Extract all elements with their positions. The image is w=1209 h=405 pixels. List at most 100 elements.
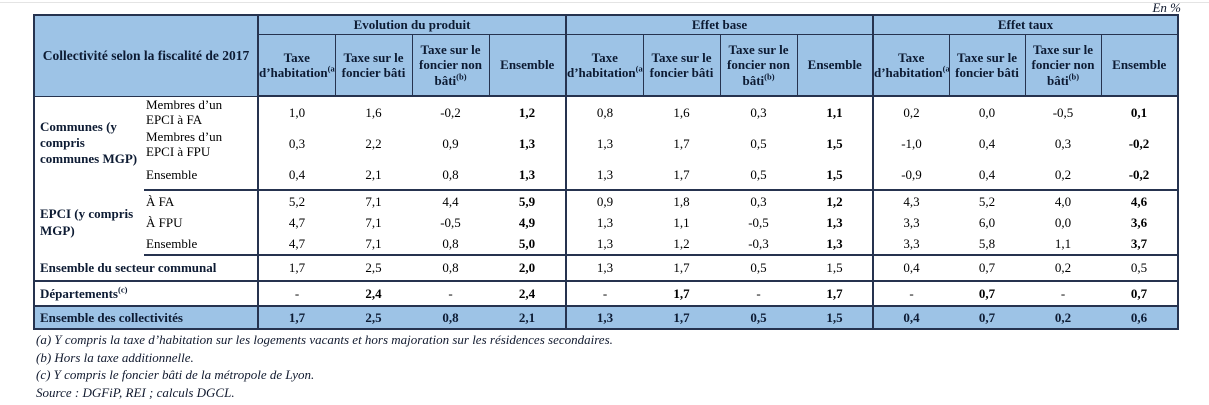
- data-cell: -0,9: [872, 160, 949, 191]
- data-cell: 1,7: [673, 136, 690, 151]
- data-cell: 1,3: [565, 234, 643, 256]
- table-row-epci-ensemble: Ensemble 4,7 7,1 0,8 5,0 1,3 1,2 -0,3 1,…: [34, 234, 1178, 256]
- row-label: À FA: [144, 190, 259, 212]
- col-header-taxe-habitation: Taxe d’habitation(a): [565, 34, 644, 97]
- data-cell: 1,3: [797, 234, 873, 256]
- data-cell: 2,4: [489, 281, 566, 307]
- data-cell: 4,7: [257, 234, 335, 256]
- table-row-communes-epci-fa: Communes (y compris communes MGP) Membre…: [34, 96, 1178, 166]
- col-header-foncier-non-bati: Taxe sur le foncier non bâti(b): [411, 34, 490, 97]
- page-top-divider: [0, 2, 1209, 3]
- data-cell: 1,3: [565, 306, 643, 329]
- data-cell: 4,6: [1130, 193, 1148, 209]
- row-label-departements: Départements(c): [34, 281, 259, 307]
- data-cell: 0,0: [1054, 215, 1072, 230]
- data-cell: 1,3: [565, 255, 643, 282]
- group-header-effet-taux: Effet taux: [872, 14, 1179, 35]
- source-line: Source : DGFiP, REI ; calculs DGCL.: [36, 384, 235, 400]
- data-cell: 1,2: [826, 193, 843, 209]
- data-cell: 2,1: [335, 160, 412, 191]
- data-cell: 2,5: [335, 306, 412, 329]
- corner-header: Collectivité selon la fiscalité de 2017: [33, 14, 259, 97]
- group-header-evolution-produit: Evolution du produit: [257, 14, 567, 35]
- data-cell: 3,3: [872, 212, 949, 234]
- footnote-b: (b) Hors la taxe additionnelle.: [36, 349, 194, 365]
- data-cell: 0,4: [978, 136, 996, 151]
- data-cell: 1,3: [518, 136, 536, 151]
- data-cell: 1,7: [257, 306, 335, 329]
- data-cell: -0,5: [1052, 104, 1074, 120]
- sub-header-row: Taxe d’habitation(a) Taxe sur le foncier…: [34, 34, 1179, 97]
- col-header-foncier-bati: Taxe sur le foncier bâti: [948, 34, 1026, 97]
- table-row-communes-epci-fpu: Membres d’un EPCI à FPU 0,3 2,2 0,9 1,3 …: [34, 128, 1178, 160]
- data-cell: 0,8: [412, 160, 489, 191]
- data-cell: 2,1: [489, 306, 566, 329]
- col-header-foncier-bati: Taxe sur le foncier bâti: [642, 34, 721, 97]
- data-cell: -0,2: [1128, 136, 1150, 151]
- data-cell: 0,5: [720, 160, 797, 191]
- footnote-c: (c) Y compris le foncier bâti de la métr…: [36, 367, 315, 382]
- data-cell: 0,3: [1054, 136, 1072, 151]
- data-cell: 4,3: [872, 190, 949, 212]
- data-cell: 1,8: [673, 193, 690, 209]
- data-cell: 1,5: [797, 306, 873, 329]
- footnotes: (a) Y compris la taxe d’habitation sur l…: [36, 331, 613, 401]
- data-cell: 5,0: [489, 234, 566, 256]
- data-cell: 1,3: [565, 212, 643, 234]
- group-header-effet-base: Effet base: [565, 14, 874, 35]
- data-cell: 0,4: [949, 160, 1025, 191]
- data-cell: 1,7: [257, 255, 335, 282]
- data-cell: 0,5: [750, 136, 767, 151]
- data-cell: 3,6: [1130, 215, 1148, 230]
- data-cell: 0,4: [872, 255, 949, 282]
- row-label: Ensemble: [144, 160, 259, 191]
- data-cell: 0,2: [1025, 306, 1101, 329]
- data-cell: 4,9: [518, 215, 536, 230]
- data-cell: -0,5: [440, 215, 461, 230]
- data-cell: 0,1: [1130, 104, 1148, 120]
- data-cell: 2,4: [335, 281, 412, 307]
- col-header-foncier-non-bati: Taxe sur le foncier non bâti(b): [719, 34, 798, 97]
- data-cell: 3,3: [872, 234, 949, 256]
- data-cell: 0,7: [1101, 281, 1178, 307]
- col-header-taxe-habitation: Taxe d’habitation(a): [872, 34, 950, 97]
- col-header-foncier-non-bati: Taxe sur le foncier non bâti(b): [1024, 34, 1102, 97]
- data-cell: -: [565, 281, 643, 307]
- data-cell: 0,4: [872, 306, 949, 329]
- col-header-taxe-habitation: Taxe d’habitation(a): [257, 34, 336, 97]
- row-label: Membres d’un EPCI à FA: [144, 96, 259, 128]
- data-cell: 4,4: [442, 193, 459, 209]
- data-cell: 1,7: [797, 281, 873, 307]
- group-header-row: Collectivité selon la fiscalité de 2017 …: [33, 14, 1179, 97]
- table-row-communes-ensemble: Ensemble 0,4 2,1 0,8 1,3 1,3 1,7 0,5 1,5…: [34, 160, 1178, 191]
- data-cell: 6,0: [978, 215, 996, 230]
- data-cell: 5,9: [518, 193, 536, 209]
- data-cell: 1,5: [797, 255, 873, 282]
- data-cell: 0,4: [257, 160, 335, 191]
- data-cell: -0,2: [1101, 160, 1178, 191]
- data-cell: 1,2: [518, 104, 536, 120]
- data-cell: 0,2: [1025, 160, 1101, 191]
- data-cell: 1,7: [643, 160, 720, 191]
- data-cell: 1,1: [826, 104, 843, 120]
- data-cell: 1,3: [565, 160, 643, 191]
- data-cell: 0,5: [1101, 255, 1178, 282]
- data-cell: 1,2: [643, 234, 720, 256]
- col-header-ensemble: Ensemble: [488, 34, 567, 97]
- data-cell: 1,3: [826, 215, 843, 230]
- table-row-secteur-communal: Ensemble du secteur communal 1,7 2,5 0,8…: [34, 255, 1178, 282]
- data-cell: 0,0: [978, 104, 996, 120]
- data-cell: -: [412, 281, 489, 307]
- data-cell: 1,6: [673, 104, 690, 120]
- data-cell: 0,9: [442, 136, 459, 151]
- row-group-label-epci: EPCI (y compris MGP): [40, 206, 134, 238]
- data-cell: 1,3: [565, 128, 643, 160]
- data-cell: 7,1: [335, 234, 412, 256]
- data-cell: 1,7: [643, 255, 720, 282]
- data-cell: 1,6: [365, 104, 382, 120]
- data-cell: 0,7: [949, 255, 1025, 282]
- data-cell: 0,3: [750, 104, 767, 120]
- data-cell: 4,0: [1054, 193, 1072, 209]
- data-cell: 1,3: [489, 160, 566, 191]
